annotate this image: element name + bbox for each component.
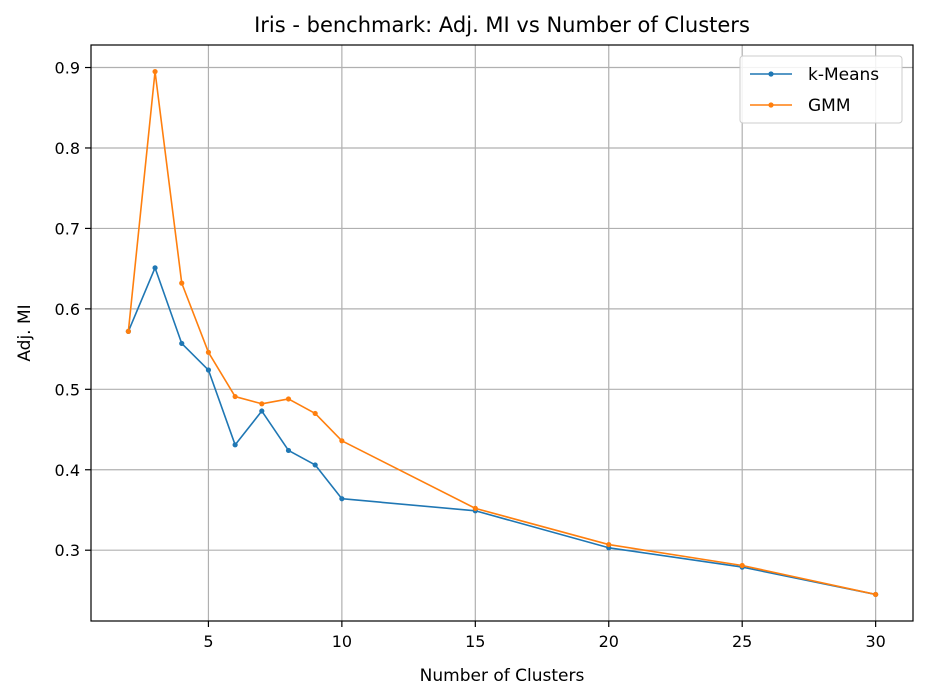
y-tick-label: 0.8 bbox=[55, 139, 80, 158]
data-point bbox=[285, 447, 292, 454]
x-tick-label: 30 bbox=[865, 632, 885, 651]
grid bbox=[91, 45, 913, 621]
legend-marker bbox=[768, 71, 774, 77]
data-point bbox=[873, 591, 879, 598]
x-axis-label: Number of Clusters bbox=[420, 666, 585, 686]
legend-label: k-Means bbox=[808, 65, 879, 85]
x-tick-label: 5 bbox=[203, 632, 213, 651]
y-tick-label: 0.3 bbox=[55, 541, 80, 560]
legend: k-Means GMM bbox=[739, 55, 903, 124]
plot-series bbox=[125, 68, 879, 598]
series-gmm bbox=[125, 68, 879, 598]
y-tick-label: 0.9 bbox=[55, 59, 80, 78]
data-point bbox=[285, 396, 292, 402]
legend-marker bbox=[768, 102, 774, 108]
data-point bbox=[179, 280, 185, 286]
data-point bbox=[152, 265, 158, 271]
y-tick-label: 0.4 bbox=[55, 461, 80, 480]
x-tick-label: 10 bbox=[332, 632, 352, 651]
data-point bbox=[739, 562, 745, 569]
legend-item: GMM bbox=[750, 96, 851, 116]
data-point bbox=[152, 68, 158, 75]
chart-title: Iris - benchmark: Adj. MI vs Number of C… bbox=[254, 13, 750, 37]
legend-item: k-Means bbox=[750, 65, 879, 85]
data-point bbox=[232, 442, 238, 448]
data-point bbox=[232, 393, 238, 400]
data-point bbox=[179, 340, 185, 347]
data-point bbox=[606, 541, 612, 548]
data-point bbox=[259, 408, 265, 414]
y-tick-label: 0.7 bbox=[55, 219, 80, 238]
data-point bbox=[312, 410, 318, 417]
x-tick-label: 15 bbox=[465, 632, 485, 651]
data-point bbox=[312, 462, 318, 468]
plot-frame bbox=[90, 44, 914, 622]
y-axis-label: Adj. MI bbox=[15, 304, 35, 361]
y-tick-label: 0.5 bbox=[55, 380, 80, 399]
data-point bbox=[339, 438, 345, 444]
legend-label: GMM bbox=[808, 96, 851, 116]
legend-box bbox=[739, 55, 903, 124]
data-point bbox=[125, 328, 131, 334]
x-tick-label: 25 bbox=[732, 632, 752, 651]
data-point bbox=[205, 367, 212, 373]
data-point bbox=[339, 496, 345, 502]
x-tick-label: 20 bbox=[599, 632, 619, 651]
data-point bbox=[259, 401, 265, 407]
data-point bbox=[205, 349, 212, 355]
y-tick-label: 0.6 bbox=[55, 300, 80, 319]
data-point bbox=[472, 505, 478, 511]
axis-ticks: 5 10 15 20 25 30 0.3 0.4 0.5 0.6 0.7 0.8 0.9 bbox=[55, 59, 886, 651]
